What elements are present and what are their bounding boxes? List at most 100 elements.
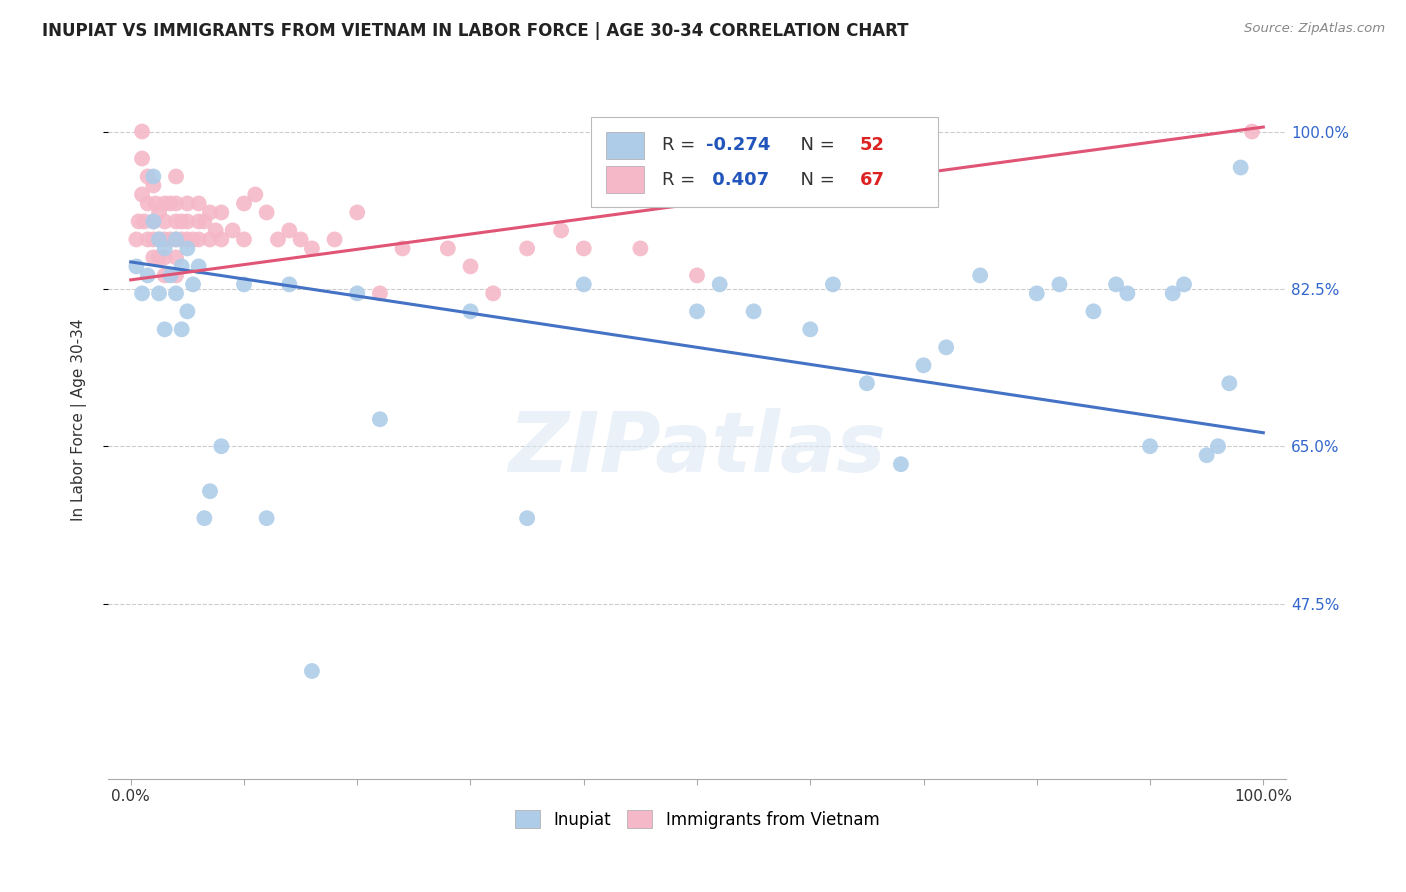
Point bbox=[346, 286, 368, 301]
Point bbox=[142, 251, 165, 265]
Point bbox=[278, 277, 301, 292]
Point bbox=[1025, 286, 1047, 301]
Text: 67: 67 bbox=[859, 170, 884, 189]
Point bbox=[148, 286, 170, 301]
Point bbox=[170, 322, 193, 336]
FancyBboxPatch shape bbox=[591, 117, 938, 207]
Point bbox=[550, 223, 572, 237]
Point bbox=[209, 205, 232, 219]
Bar bbox=[606, 166, 644, 194]
Point bbox=[233, 232, 256, 246]
Point bbox=[170, 232, 193, 246]
Point bbox=[136, 169, 159, 184]
Point bbox=[131, 187, 153, 202]
Point bbox=[187, 214, 209, 228]
Point bbox=[391, 241, 413, 255]
Text: R =: R = bbox=[662, 170, 700, 189]
Point bbox=[153, 241, 176, 255]
Point bbox=[165, 232, 187, 246]
Point bbox=[572, 277, 595, 292]
Point bbox=[165, 232, 187, 246]
Point bbox=[176, 214, 198, 228]
Point bbox=[1083, 304, 1105, 318]
Point bbox=[1206, 439, 1229, 453]
Point bbox=[187, 232, 209, 246]
Point bbox=[128, 214, 150, 228]
Point bbox=[290, 232, 312, 246]
Point bbox=[165, 251, 187, 265]
Point bbox=[193, 511, 215, 525]
Point bbox=[142, 214, 165, 228]
Point bbox=[165, 286, 187, 301]
Point bbox=[256, 205, 278, 219]
Point bbox=[148, 251, 170, 265]
Point bbox=[221, 223, 243, 237]
Point bbox=[170, 214, 193, 228]
Point bbox=[368, 412, 391, 426]
Point bbox=[131, 152, 153, 166]
Text: 0.407: 0.407 bbox=[706, 170, 769, 189]
Point bbox=[131, 124, 153, 138]
Point bbox=[323, 232, 346, 246]
Point bbox=[148, 205, 170, 219]
Point bbox=[125, 232, 148, 246]
Point bbox=[460, 260, 482, 274]
Point bbox=[1139, 439, 1161, 453]
Point bbox=[969, 268, 991, 283]
Point bbox=[799, 322, 821, 336]
Point bbox=[198, 205, 221, 219]
Point bbox=[912, 359, 935, 373]
Point bbox=[153, 268, 176, 283]
Point bbox=[159, 232, 181, 246]
Point bbox=[709, 277, 731, 292]
Point bbox=[181, 232, 204, 246]
Point bbox=[686, 304, 709, 318]
Point bbox=[148, 232, 170, 246]
Point bbox=[890, 457, 912, 471]
Point bbox=[742, 304, 765, 318]
Point bbox=[245, 187, 267, 202]
Point bbox=[125, 260, 148, 274]
Point bbox=[346, 205, 368, 219]
Point bbox=[1229, 161, 1251, 175]
Point bbox=[142, 214, 165, 228]
Point bbox=[1218, 376, 1240, 391]
Point bbox=[233, 196, 256, 211]
Point bbox=[142, 169, 165, 184]
Point bbox=[176, 196, 198, 211]
Point bbox=[301, 241, 323, 255]
Point bbox=[1161, 286, 1184, 301]
Point bbox=[165, 214, 187, 228]
Text: 52: 52 bbox=[859, 136, 884, 154]
Point bbox=[1195, 448, 1218, 462]
Point bbox=[145, 196, 167, 211]
Point bbox=[136, 232, 159, 246]
Point bbox=[278, 223, 301, 237]
Point bbox=[187, 196, 209, 211]
Point bbox=[1049, 277, 1071, 292]
Point bbox=[1116, 286, 1139, 301]
Point bbox=[181, 277, 204, 292]
Point bbox=[176, 232, 198, 246]
Point bbox=[176, 241, 198, 255]
Point bbox=[131, 286, 153, 301]
Text: INUPIAT VS IMMIGRANTS FROM VIETNAM IN LABOR FORCE | AGE 30-34 CORRELATION CHART: INUPIAT VS IMMIGRANTS FROM VIETNAM IN LA… bbox=[42, 22, 908, 40]
Text: -0.274: -0.274 bbox=[706, 136, 770, 154]
Point bbox=[572, 241, 595, 255]
Point bbox=[1173, 277, 1195, 292]
Point bbox=[136, 196, 159, 211]
Point bbox=[165, 169, 187, 184]
Text: ZIPatlas: ZIPatlas bbox=[508, 408, 886, 489]
Text: N =: N = bbox=[789, 136, 841, 154]
Point bbox=[482, 286, 505, 301]
Point bbox=[153, 251, 176, 265]
Point bbox=[153, 196, 176, 211]
Legend: Inupiat, Immigrants from Vietnam: Inupiat, Immigrants from Vietnam bbox=[508, 804, 886, 835]
Text: R =: R = bbox=[662, 136, 700, 154]
Text: Source: ZipAtlas.com: Source: ZipAtlas.com bbox=[1244, 22, 1385, 36]
Point bbox=[204, 223, 226, 237]
Point bbox=[935, 340, 957, 354]
Point bbox=[209, 232, 232, 246]
Point bbox=[209, 439, 232, 453]
Point bbox=[198, 232, 221, 246]
